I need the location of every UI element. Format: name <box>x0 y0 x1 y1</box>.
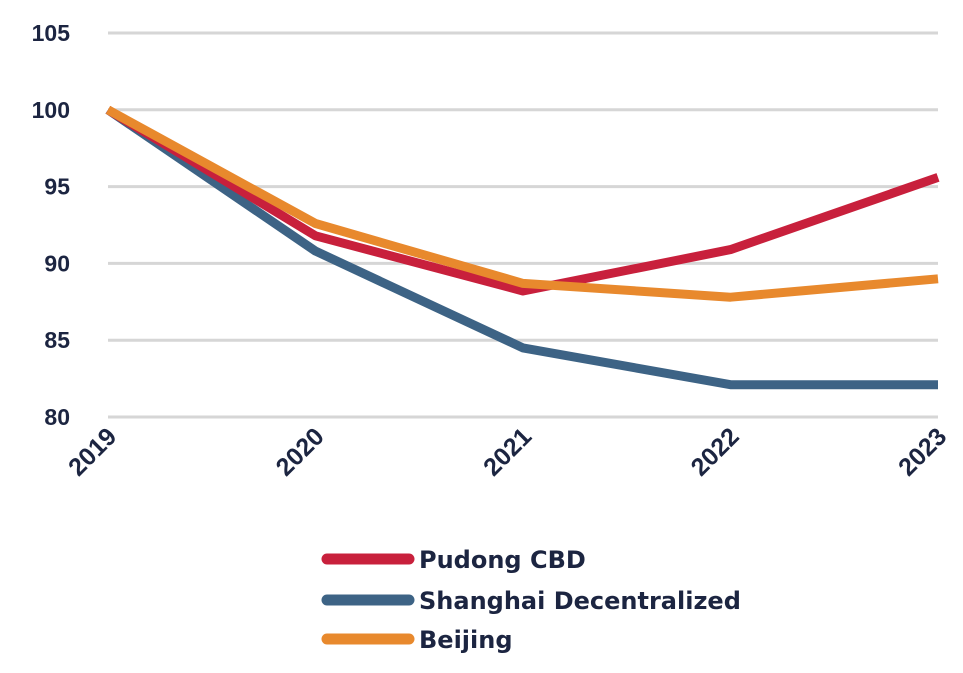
series-line-beijing <box>105 105 939 302</box>
y-tick-label: 90 <box>44 250 70 276</box>
legend-label: Beijing <box>419 626 513 654</box>
y-tick-label: 85 <box>44 327 70 353</box>
y-tick-label: 105 <box>32 20 71 46</box>
x-tick-label: 2021 <box>478 422 537 481</box>
x-axis-ticks: 2019 2020 2021 2022 2023 <box>63 422 952 481</box>
series-line-pudong-cbd <box>105 105 940 296</box>
series-line-shanghai-decentralized <box>105 106 938 390</box>
y-tick-label: 80 <box>44 404 70 430</box>
y-tick-label: 100 <box>32 97 70 123</box>
legend-label: Pudong CBD <box>419 546 586 574</box>
series-lines <box>105 105 940 390</box>
y-tick-label: 95 <box>44 174 70 200</box>
x-tick-label: 2019 <box>63 422 122 481</box>
legend-label: Shanghai Decentralized <box>419 587 741 615</box>
x-tick-label: 2022 <box>686 422 745 481</box>
legend: Pudong CBD Shanghai Decentralized Beijing <box>321 546 741 654</box>
y-axis-ticks: 80 85 90 95 100 105 <box>32 20 71 430</box>
x-tick-label: 2023 <box>893 422 952 481</box>
x-tick-label: 2020 <box>271 422 330 481</box>
